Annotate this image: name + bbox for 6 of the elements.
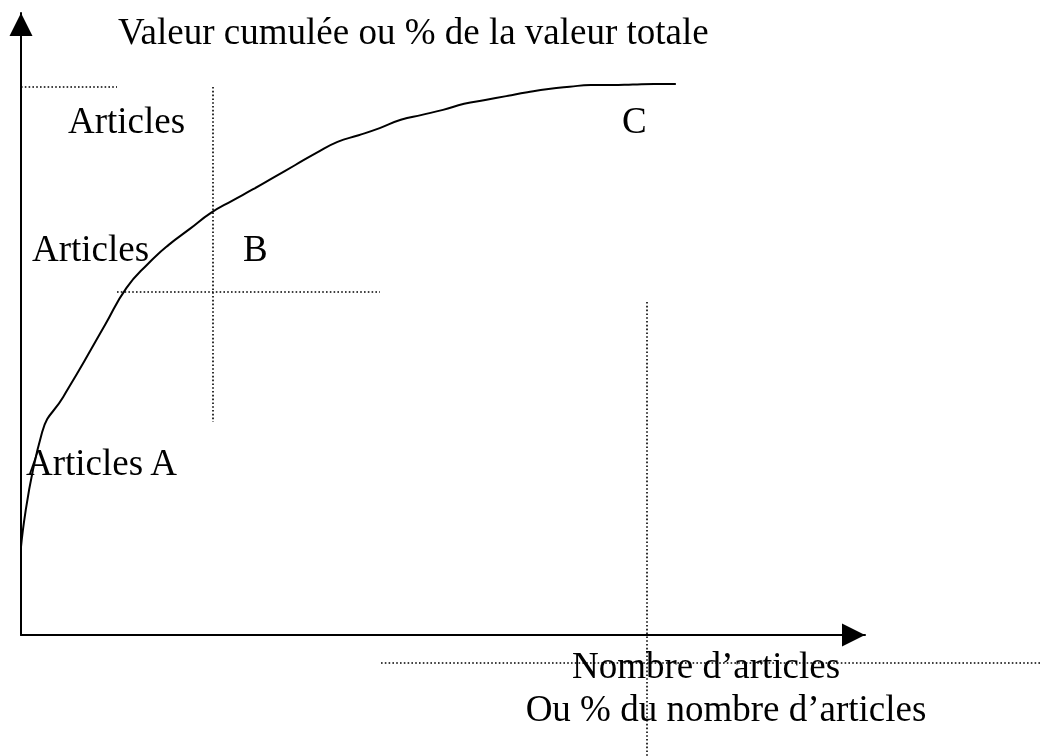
annotation: Articles	[68, 99, 186, 141]
annotation: B	[243, 227, 268, 269]
x-axis-title: Nombre d’articles Ou % du nombre d’articles	[525, 644, 927, 729]
annotation: C	[622, 99, 647, 141]
annotation: Articles	[32, 227, 150, 269]
y-axis-title: Valeur cumulée ou % de la valeur totale	[118, 10, 709, 52]
